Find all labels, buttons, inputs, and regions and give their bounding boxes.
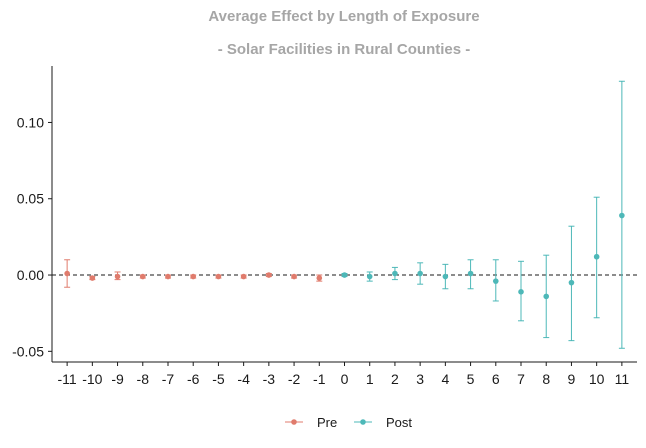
data-point <box>543 293 550 300</box>
data-point <box>165 273 171 280</box>
x-tick-label: -1 <box>313 371 326 387</box>
data-point <box>341 272 348 278</box>
x-tick-label: -9 <box>111 371 124 387</box>
data-point <box>240 273 247 280</box>
data-point <box>190 273 197 280</box>
x-tick-label: 11 <box>615 371 630 387</box>
x-tick-label: -4 <box>237 371 250 387</box>
series-post <box>341 80 625 349</box>
data-point <box>139 273 146 280</box>
y-axis-ticks: 0.10 0.05 0.00 -0.05 <box>12 114 52 359</box>
y-tick-label: 0.10 <box>17 114 44 130</box>
x-tick-label: -2 <box>288 371 301 387</box>
x-tick-label: -6 <box>187 371 200 387</box>
x-tick-label: -11 <box>58 371 77 387</box>
x-tick-label: 6 <box>492 371 500 387</box>
y-tick-label: 0.00 <box>17 267 44 283</box>
data-point <box>316 275 323 281</box>
data-point <box>593 253 600 260</box>
x-tick-label: 5 <box>467 371 475 387</box>
x-tick-label: 10 <box>589 371 605 387</box>
x-tick-label: 3 <box>416 371 424 387</box>
data-point <box>619 212 625 219</box>
chart-title: Average Effect by Length of Exposure <box>208 8 479 25</box>
chart-subtitle: - Solar Facilities in Rural Counties - <box>218 41 471 58</box>
y-tick-label: -0.05 <box>12 343 44 359</box>
data-point <box>417 270 423 277</box>
x-tick-label: -8 <box>137 371 150 387</box>
legend-label-pre: Pre <box>317 415 337 430</box>
data-point <box>467 270 474 277</box>
legend: Pre Post <box>285 415 412 430</box>
data-point <box>392 270 398 277</box>
x-tick-label: 8 <box>542 371 550 387</box>
x-tick-label: -7 <box>162 371 175 387</box>
data-point <box>64 270 70 277</box>
data-point <box>266 272 272 278</box>
x-tick-label: -10 <box>82 371 102 387</box>
x-axis-ticks: -11 -10 -9 -8 -7 -6 -5 -4 -3 -2 -1 0 1 2 3 4 5 6 7 8 9 10 11 <box>58 362 630 387</box>
x-tick-label: -3 <box>263 371 276 387</box>
x-tick-label: 0 <box>341 371 349 387</box>
data-point <box>568 279 575 286</box>
x-tick-label: 7 <box>517 371 525 387</box>
legend-label-post: Post <box>386 415 412 430</box>
x-tick-label: 4 <box>441 371 449 387</box>
x-tick-label: 9 <box>568 371 576 387</box>
legend-key-point <box>291 419 297 425</box>
x-tick-label: 2 <box>391 371 399 387</box>
y-tick-label: 0.05 <box>17 191 44 207</box>
legend-key-point <box>360 419 366 425</box>
data-point <box>492 278 499 284</box>
data-point <box>114 273 121 280</box>
data-point <box>291 273 297 280</box>
data-point <box>366 273 373 280</box>
data-point <box>215 273 222 280</box>
data-point <box>442 273 449 280</box>
series-pre <box>64 259 323 288</box>
data-point <box>89 275 96 281</box>
data-point <box>518 289 524 295</box>
x-tick-label: 1 <box>366 371 374 387</box>
data-marks <box>64 80 625 349</box>
x-tick-label: -5 <box>212 371 225 387</box>
